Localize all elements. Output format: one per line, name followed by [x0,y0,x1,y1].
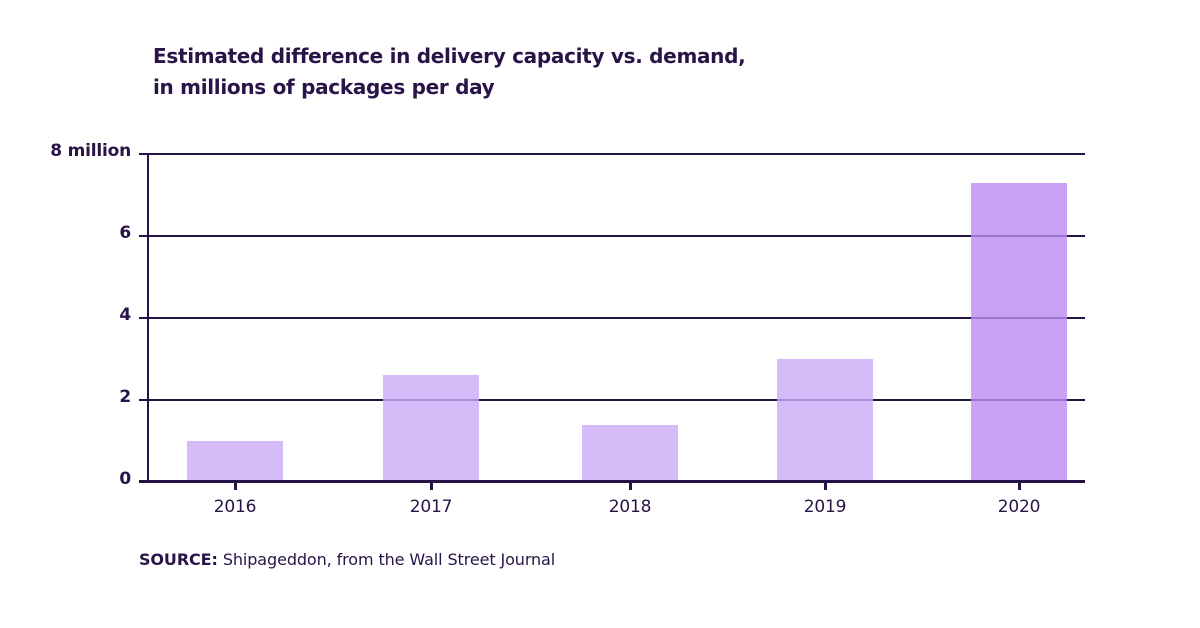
x-axis-line [148,480,1085,483]
source-text: Shipageddon, from the Wall Street Journa… [222,550,556,569]
x-axis-tick-2018 [629,483,632,490]
x-tick-label-2018: 2018 [608,497,652,517]
bar-2020 [971,182,1067,482]
y-axis-tick-4 [139,317,148,319]
chart-title-line-2: in millions of packages per day [153,75,495,99]
y-tick-label-6: 6 [119,223,131,243]
y-axis-line [147,154,149,482]
y-tick-label-8: 8 million [50,141,131,161]
x-tick-label-2020: 2020 [997,497,1041,517]
x-tick-label-2019: 2019 [803,497,847,517]
x-axis-tick-2016 [234,483,237,490]
y-tick-label-0: 0 [119,469,131,489]
gridline-4 [148,317,1085,319]
x-axis-tick-2019 [824,483,827,490]
source-label: SOURCE: [139,550,218,569]
y-axis-tick-0 [139,480,148,483]
x-axis-tick-2020 [1018,483,1021,490]
bar-2018 [582,424,678,482]
y-tick-label-4: 4 [119,305,131,325]
x-axis-tick-2017 [430,483,433,490]
y-tick-label-2: 2 [119,387,131,407]
chart-title: Estimated difference in delivery capacit… [153,41,746,103]
x-tick-label-2017: 2017 [409,497,453,517]
y-axis-tick-2 [139,399,148,401]
source-note: SOURCE: Shipageddon, from the Wall Street… [139,550,555,569]
x-tick-label-2016: 2016 [213,497,257,517]
gridline-8 [148,153,1085,155]
chart-title-line-1: Estimated difference in delivery capacit… [153,44,746,68]
bar-2016 [187,441,283,482]
y-axis-tick-6 [139,235,148,237]
bar-2019 [777,359,873,482]
y-axis-tick-8 [139,153,148,155]
gridline-2 [148,399,1085,401]
bar-2017 [383,375,479,482]
gridline-6 [148,235,1085,237]
